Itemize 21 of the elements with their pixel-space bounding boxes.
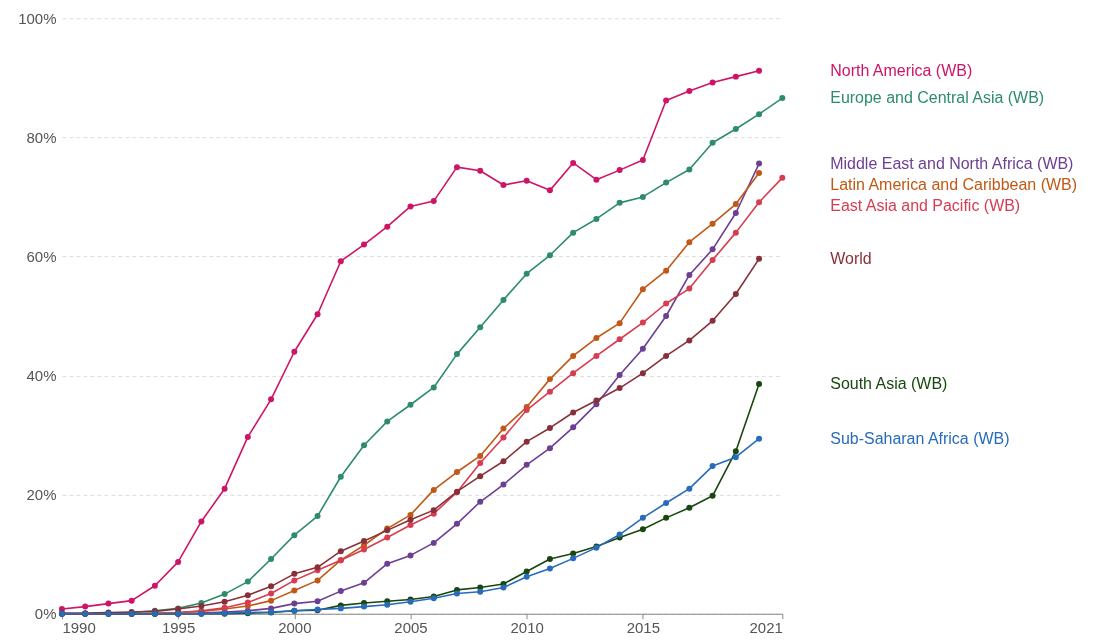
y-tick-label: 20% <box>26 486 57 504</box>
y-tick-label: 100% <box>18 9 57 27</box>
y-tick-label: 80% <box>26 128 57 146</box>
text: East Asia and Pacific (WB) <box>830 197 1021 215</box>
text: Sub-Saharan Africa (WB) <box>830 429 1010 447</box>
text: Europe and Central Asia (WB) <box>830 89 1045 107</box>
x-tick-label: 2010 <box>510 619 544 637</box>
text: North America (WB) <box>830 61 973 79</box>
y-tick-label: 60% <box>26 247 57 265</box>
x-tick-label: 2000 <box>278 619 312 637</box>
text: World <box>830 249 872 267</box>
text: South Asia (WB) <box>830 374 948 392</box>
text: Middle East and North Africa (WB) <box>830 154 1074 172</box>
x-tick-label: 1995 <box>161 619 196 637</box>
y-tick-label: 40% <box>26 367 57 385</box>
x-tick-label: 2021 <box>749 619 783 637</box>
x-tick-label: 1990 <box>62 619 96 637</box>
x-tick-label: 2005 <box>394 619 428 637</box>
x-tick-label: 2015 <box>626 619 661 637</box>
text: Latin America and Caribbean (WB) <box>830 176 1077 193</box>
y-tick-label: 0% <box>34 605 57 623</box>
